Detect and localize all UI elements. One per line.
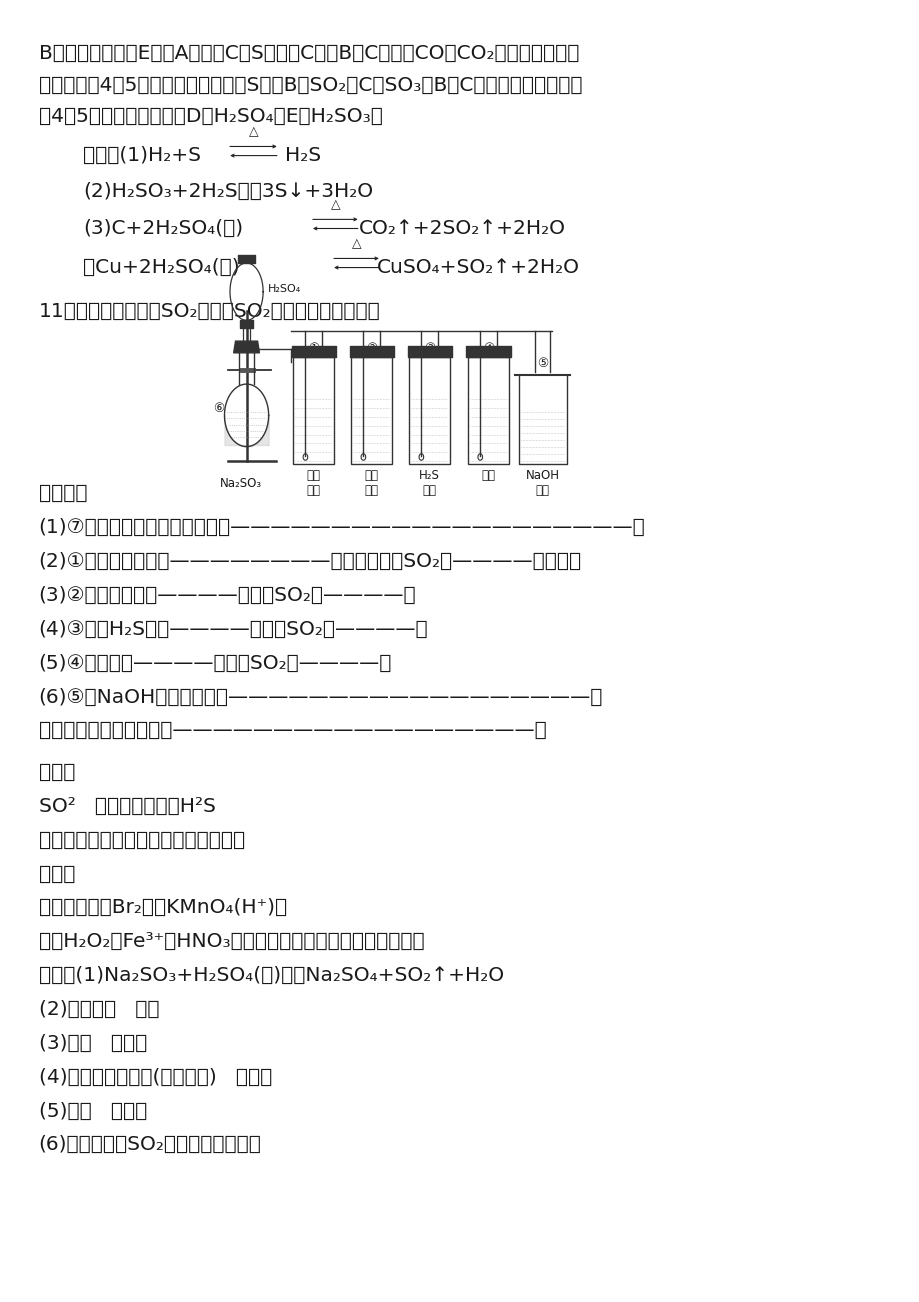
Text: △: △ [351,237,361,250]
Bar [293,357,334,464]
Text: 有关反应的化学方程式为——————————————————。: 有关反应的化学方程式为——————————————————。 [39,721,546,741]
Text: 石蕊
溶液: 石蕊 溶液 [306,469,321,497]
Bar [409,357,449,464]
Text: 碘水: 碘水 [481,469,495,482]
Text: ⑤: ⑤ [537,357,548,370]
Text: 答案：(1)H₂+S: 答案：(1)H₂+S [83,146,200,165]
Text: 指示剂: 指示剂 [39,865,75,884]
Text: ①: ① [308,341,319,354]
Text: ④: ④ [482,341,494,354]
Text: Na₂SO₃: Na₂SO₃ [220,477,262,490]
Text: CO₂↑+2SO₂↑+2H₂O: CO₂↑+2SO₂↑+2H₂O [358,219,565,238]
Text: (4)出现浅黄色沉淠(或变浑浓)   氧化性: (4)出现浅黄色沉淠(或变浑浓) 氧化性 [39,1068,272,1087]
Text: (3)②中的品红溶液————，证明SO₂有————。: (3)②中的品红溶液————，证明SO₂有————。 [39,586,415,605]
Text: 答案：(1)Na₂SO₃+H₂SO₄(浓)＝＝Na₂SO₄+SO₂↑+H₂O: 答案：(1)Na₂SO₃+H₂SO₄(浓)＝＝Na₂SO₄+SO₂↑+H₂O [39,966,504,986]
Text: 还原性：能被Br₂水、KMnO₄(H⁺)溢: 还原性：能被Br₂水、KMnO₄(H⁺)溢 [39,898,287,918]
Bar [351,357,391,464]
Text: (6)⑤中NaOH溶液的作用是——————————————————，: (6)⑤中NaOH溶液的作用是——————————————————， [39,687,602,707]
Text: SO²   氧化性：能氧化H²S: SO² 氧化性：能氧化H²S [39,797,215,816]
Text: H₂S
溶液: H₂S 溶液 [419,469,439,497]
Text: △: △ [330,198,340,211]
Polygon shape [233,341,259,353]
Text: NaOH
溶液: NaOH 溶液 [526,469,559,497]
Text: (5)④中的碘水————，证明SO₂有————。: (5)④中的碘水————，证明SO₂有————。 [39,654,391,673]
Text: 11．如图所示是制取SO₂并验证SO₂某些性质的装置图。: 11．如图所示是制取SO₂并验证SO₂某些性质的装置图。 [39,302,380,322]
Text: H₂S: H₂S [285,146,321,165]
Text: 试回答：: 试回答： [39,484,87,504]
Text: (2)①中的实验现象为————————，此实验证明SO₂是————氧化物。: (2)①中的实验现象为————————，此实验证明SO₂是————氧化物。 [39,552,581,572]
Text: 液、H₂O₂、Fe³⁺、HNO₃等氧化酸性氧化物：能被碱溶液吸收: 液、H₂O₂、Fe³⁺、HNO₃等氧化酸性氧化物：能被碱溶液吸收 [39,932,424,952]
Text: (3)退色   漂白性: (3)退色 漂白性 [39,1034,147,1053]
Text: 漂白性：能漂白品红溶液不能漂白酸碱: 漂白性：能漂白品红溶液不能漂白酸碱 [39,831,244,850]
Text: CuSO₄+SO₂↑+2H₂O: CuSO₄+SO₂↑+2H₂O [377,258,580,277]
Text: (2)溶液变红   酸性: (2)溶液变红 酸性 [39,1000,159,1019]
Text: (5)退色   还原性: (5)退色 还原性 [39,1101,147,1121]
Text: (1)⑦中发生反应的化学方程式为————————————————————。: (1)⑦中发生反应的化学方程式为————————————————————。 [39,518,645,538]
Text: 量之比不为4：5，不符合题意；若为S，则B为SO₂，C为SO₃，B和C的相对分子质量之比: 量之比不为4：5，不符合题意；若为S，则B为SO₂，C为SO₃，B和C的相对分子… [39,76,582,95]
Text: △: △ [248,125,258,138]
Text: H₂SO₄: H₂SO₄ [267,284,301,294]
Text: (4)③中的H₂S溶液————，证明SO₂有————。: (4)③中的H₂S溶液————，证明SO₂有————。 [39,620,428,639]
Text: 解析：: 解析： [39,763,75,783]
Text: ⑥: ⑥ [213,402,224,415]
Text: 或Cu+2H₂SO₄(浓): 或Cu+2H₂SO₄(浓) [83,258,239,277]
Text: (3)C+2H₂SO₄(浓): (3)C+2H₂SO₄(浓) [83,219,243,238]
Text: (2)H₂SO₃+2H₂S＝＝3S↓+3H₂O: (2)H₂SO₃+2H₂S＝＝3S↓+3H₂O [83,182,372,202]
Text: B可与水反应生成E，则A可能为C或S，若为C，则B和C分别为CO、CO₂，其相对分子质: B可与水反应生成E，则A可能为C或S，若为C，则B和C分别为CO、CO₂，其相对… [39,44,578,64]
Text: 为4：5，符合题意。所以D为H₂SO₄，E为H₂SO₃。: 为4：5，符合题意。所以D为H₂SO₄，E为H₂SO₃。 [39,107,382,126]
Text: ②: ② [366,341,377,354]
Text: 品红
溶液: 品红 溶液 [364,469,379,497]
Text: ③: ③ [424,341,435,354]
Text: (6)吸收多余的SO₂，防止其污染环境: (6)吸收多余的SO₂，防止其污染环境 [39,1135,261,1155]
Bar [468,357,508,464]
